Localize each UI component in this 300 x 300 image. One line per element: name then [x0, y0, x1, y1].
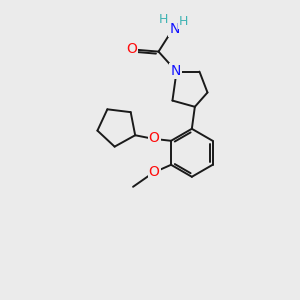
Text: O: O	[148, 131, 160, 145]
Text: H: H	[159, 13, 168, 26]
Text: O: O	[126, 42, 137, 56]
Text: N: N	[170, 64, 181, 78]
Text: H: H	[179, 15, 188, 28]
Text: N: N	[169, 22, 180, 36]
Text: O: O	[148, 165, 160, 179]
